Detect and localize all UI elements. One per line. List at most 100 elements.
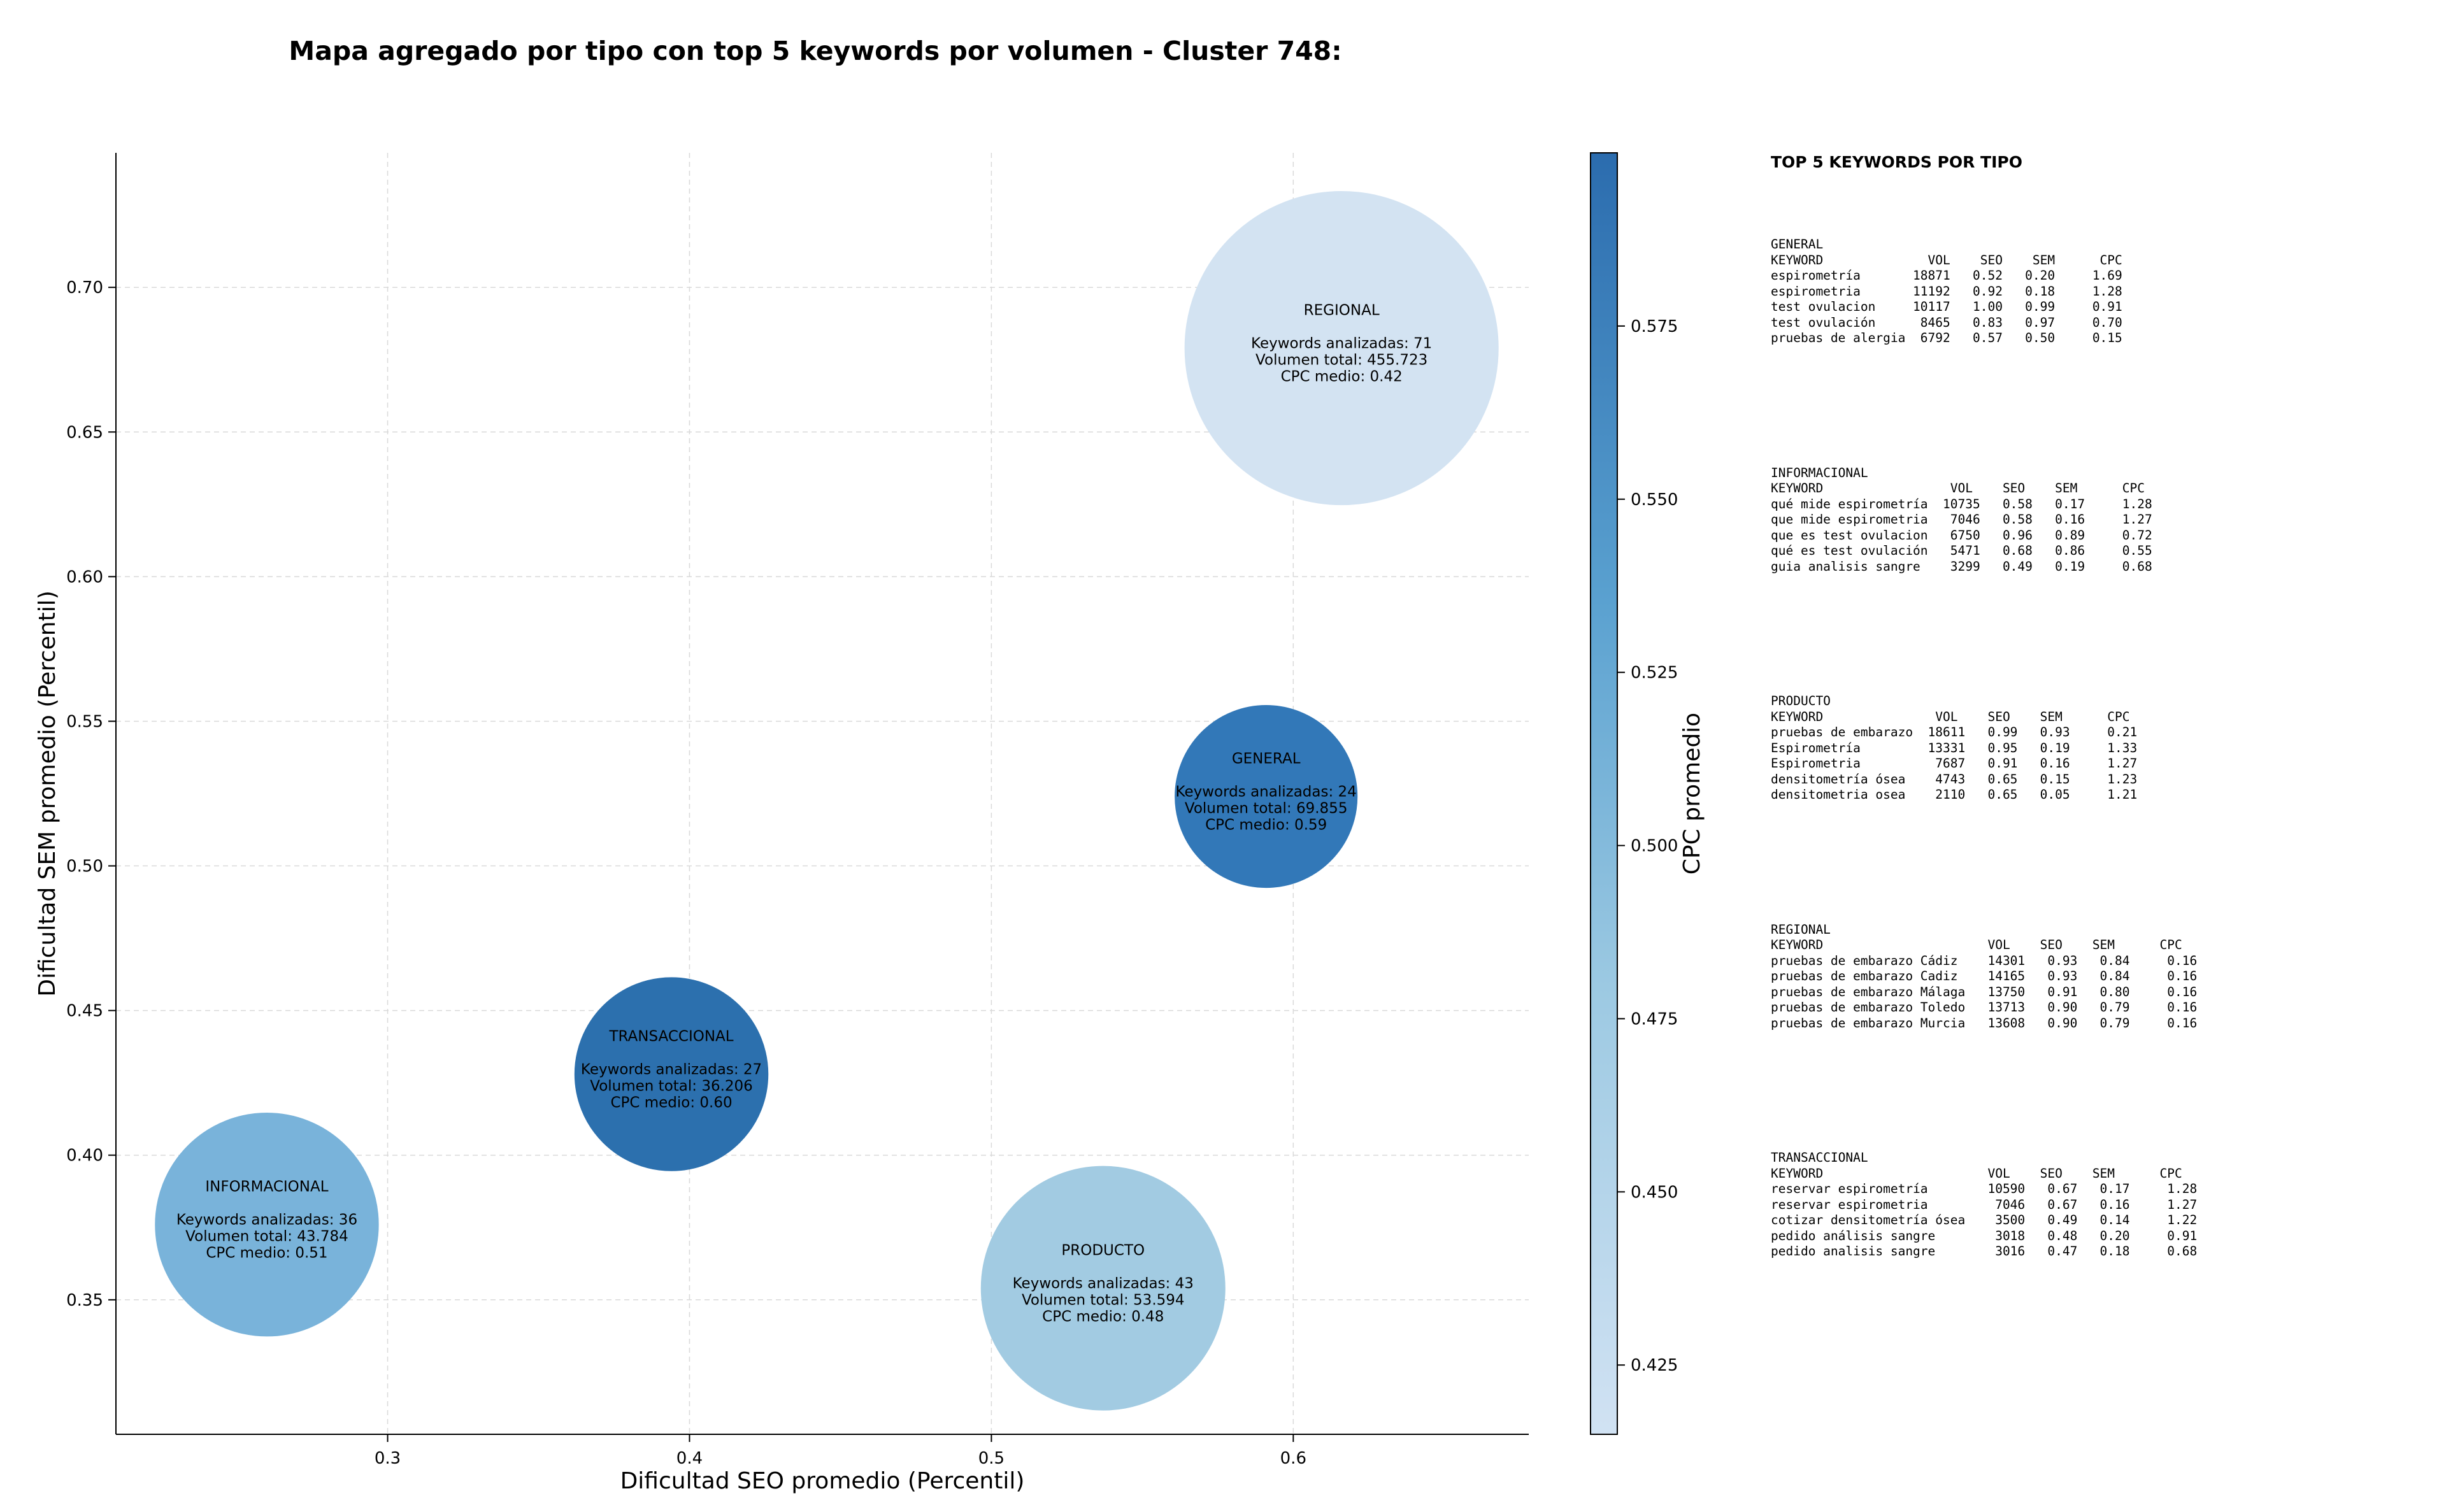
keyword-table-row: densitometría ósea 4743 0.65 0.15 1.23 (1771, 771, 2138, 787)
colorbar-tick-label: 0.450 (1631, 1183, 1678, 1202)
bubble-label-line2: Volumen total: 43.784 (185, 1229, 348, 1245)
bubble-label-name: TRANSACCIONAL (608, 1029, 733, 1045)
bubble-label-line1: Keywords analizadas: 36 (176, 1212, 357, 1229)
bubble-circle (980, 1166, 1226, 1411)
x-tick-label: 0.6 (1280, 1449, 1306, 1468)
bubble-label-line1: Keywords analizadas: 24 (1176, 784, 1357, 801)
keyword-table-header: KEYWORD VOL SEO SEM CPC (1771, 481, 2145, 496)
colorbar-ticks: 0.425 0.450 0.475 0.500 0.525 0.550 0.575 (1617, 317, 1678, 1375)
keyword-table-row: pruebas de embarazo Toledo 13713 0.90 0.… (1771, 1000, 2198, 1015)
keyword-table-row: pruebas de embarazo Murcia 13608 0.90 0.… (1771, 1015, 2198, 1031)
keyword-table-row: guia analisis sangre 3299 0.49 0.19 0.68 (1771, 559, 2152, 574)
colorbar-tick-label: 0.500 (1631, 837, 1678, 856)
keyword-table-row: cotizar densitometría ósea 3500 0.49 0.1… (1771, 1213, 2198, 1227)
bubble-label-line2: Volumen total: 69.855 (1185, 801, 1348, 817)
keyword-table-row: que mide espirometria 7046 0.58 0.16 1.2… (1771, 512, 2152, 527)
colorbar-tick-label: 0.475 (1631, 1009, 1678, 1029)
bubble-label-name: REGIONAL (1304, 303, 1380, 319)
keyword-table-row: espirometría 18871 0.52 0.20 1.69 (1771, 268, 2122, 283)
bubble-label-line1: Keywords analizadas: 71 (1251, 336, 1432, 352)
y-axis-label: Dificultad SEM promedio (Percentil) (34, 590, 61, 997)
keyword-table-row: pruebas de alergia 6792 0.57 0.50 0.15 (1771, 331, 2122, 345)
bubble-label-line3: CPC medio: 0.42 (1281, 369, 1403, 385)
colorbar-label: CPC promedio (1679, 713, 1705, 874)
keyword-table-row: pedido análisis sangre 3018 0.48 0.20 0.… (1771, 1228, 2198, 1243)
keyword-table-row: reservar espirometría 10590 0.67 0.17 1.… (1771, 1181, 2198, 1196)
bubble-label-line3: CPC medio: 0.51 (206, 1245, 327, 1262)
x-tick-label: 0.4 (676, 1449, 703, 1468)
keyword-table-row: qué es test ovulación 5471 0.68 0.86 0.5… (1771, 543, 2152, 558)
bubble-transaccional: TRANSACCIONAL Keywords analizadas: 27Volu… (574, 977, 769, 1171)
keyword-table-row: pruebas de embarazo 18611 0.99 0.93 0.21 (1771, 725, 2138, 739)
keyword-table-regional: REGIONAL KEYWORD VOL SEO SEM CPC pruebas d… (1771, 922, 2433, 1032)
keyword-table-row: espirometria 11192 0.92 0.18 1.28 (1771, 283, 2122, 299)
y-tick-label: 0.45 (66, 1002, 103, 1021)
bubble-label-name: INFORMACIONAL (205, 1179, 328, 1195)
keyword-tables: GENERAL KEYWORD VOL SEO SEM CPC espirometr… (1771, 237, 2433, 1260)
keyword-table-transaccional: TRANSACCIONAL KEYWORD VOL SEO SEM CPC rese… (1771, 1150, 2433, 1260)
keyword-table-header: KEYWORD VOL SEO SEM CPC (1771, 1166, 2182, 1181)
keyword-table-row: pruebas de embarazo Málaga 13750 0.91 0.… (1771, 984, 2198, 999)
keyword-table-row: pedido analisis sangre 3016 0.47 0.18 0.… (1771, 1244, 2198, 1259)
keyword-table-producto: PRODUCTO KEYWORD VOL SEO SEM CPC pruebas d… (1771, 694, 2433, 803)
panel-title: TOP 5 KEYWORDS POR TIPO (1771, 153, 2022, 171)
bubble-circle (574, 977, 769, 1171)
top-keywords-panel: TOP 5 KEYWORDS POR TIPO GENERAL KEYWORD V… (1771, 153, 2433, 1379)
keyword-table-header: KEYWORD VOL SEO SEM CPC (1771, 709, 2130, 724)
y-tick-label: 0.65 (66, 423, 103, 442)
bubble-informacional: INFORMACIONAL Keywords analizadas: 36Volu… (155, 1113, 379, 1337)
keyword-table-row: reservar espirometria 7046 0.67 0.16 1.2… (1771, 1197, 2198, 1212)
bubble-label-line2: Volumen total: 36.206 (590, 1078, 753, 1095)
colorbar-tick-label: 0.575 (1631, 317, 1678, 336)
keyword-table-row: pruebas de embarazo Cádiz 14301 0.93 0.8… (1771, 953, 2198, 968)
bubble-label-line3: CPC medio: 0.48 (1042, 1309, 1164, 1325)
ticks: 0.3 0.4 0.5 0.6 0.35 0.40 0.45 0.50 0.55 0.60 0.65… (66, 278, 1306, 1468)
colorbar: 0.425 0.450 0.475 0.500 0.525 0.550 0.575 CPC … (1590, 152, 1705, 1435)
colorbar-tick-label: 0.525 (1631, 664, 1678, 683)
keyword-table-row: densitometria osea 2110 0.65 0.05 1.21 (1771, 787, 2138, 802)
keyword-table-row: Espirometría 13331 0.95 0.19 1.33 (1771, 740, 2138, 755)
keyword-table-informacional: INFORMACIONAL KEYWORD VOL SEO SEM CPC qué … (1771, 466, 2433, 575)
keyword-table-row: test ovulacion 10117 1.00 0.99 0.91 (1771, 299, 2122, 314)
y-tick-label: 0.50 (66, 857, 103, 876)
bubble-circle (1184, 191, 1499, 506)
keyword-table-type: REGIONAL (1771, 922, 1831, 937)
y-tick-label: 0.55 (66, 712, 103, 731)
bubble-label-name: GENERAL (1232, 751, 1301, 767)
bubble-circle (155, 1113, 379, 1337)
keyword-table-type: INFORMACIONAL (1771, 465, 1868, 480)
keyword-table-type: PRODUCTO (1771, 694, 1831, 708)
y-tick-label: 0.70 (66, 278, 103, 297)
keyword-table-general: GENERAL KEYWORD VOL SEO SEM CPC espirometr… (1771, 237, 2433, 346)
y-tick-label: 0.40 (66, 1146, 103, 1166)
keyword-table-row: test ovulación 8465 0.83 0.97 0.70 (1771, 315, 2122, 330)
keyword-table-header: KEYWORD VOL SEO SEM CPC (1771, 252, 2122, 267)
keyword-table-type: GENERAL (1771, 237, 1824, 252)
keyword-table-header: KEYWORD VOL SEO SEM CPC (1771, 938, 2182, 952)
colorbar-gradient (1590, 152, 1618, 1435)
bubble-circle (1175, 704, 1358, 888)
colorbar-tick-label: 0.550 (1631, 490, 1678, 510)
colorbar-tick-label: 0.425 (1631, 1356, 1678, 1375)
bubble-label-line3: CPC medio: 0.60 (610, 1095, 732, 1111)
x-tick-label: 0.5 (978, 1449, 1005, 1468)
x-axis-label: Dificultad SEO promedio (Percentil) (620, 1468, 1025, 1494)
bubble-label-line1: Keywords analizadas: 27 (581, 1062, 762, 1078)
bubble-label-name: PRODUCTO (1061, 1243, 1145, 1259)
keyword-table-row: que es test ovulacion 6750 0.96 0.89 0.7… (1771, 527, 2152, 543)
bubble-label-line1: Keywords analizadas: 43 (1013, 1276, 1194, 1292)
chart-title: Mapa agregado por tipo con top 5 keyword… (289, 36, 1342, 66)
y-tick-label: 0.35 (66, 1291, 103, 1310)
x-tick-label: 0.3 (375, 1449, 401, 1468)
bubble-label-line2: Volumen total: 53.594 (1022, 1292, 1185, 1309)
bubble-label-line2: Volumen total: 455.723 (1255, 352, 1427, 369)
keyword-table-type: TRANSACCIONAL (1771, 1150, 1868, 1165)
keyword-table-row: qué mide espirometría 10735 0.58 0.17 1.… (1771, 496, 2152, 511)
keyword-table-row: Espirometria 7687 0.91 0.16 1.27 (1771, 756, 2138, 771)
y-tick-label: 0.60 (66, 567, 103, 587)
